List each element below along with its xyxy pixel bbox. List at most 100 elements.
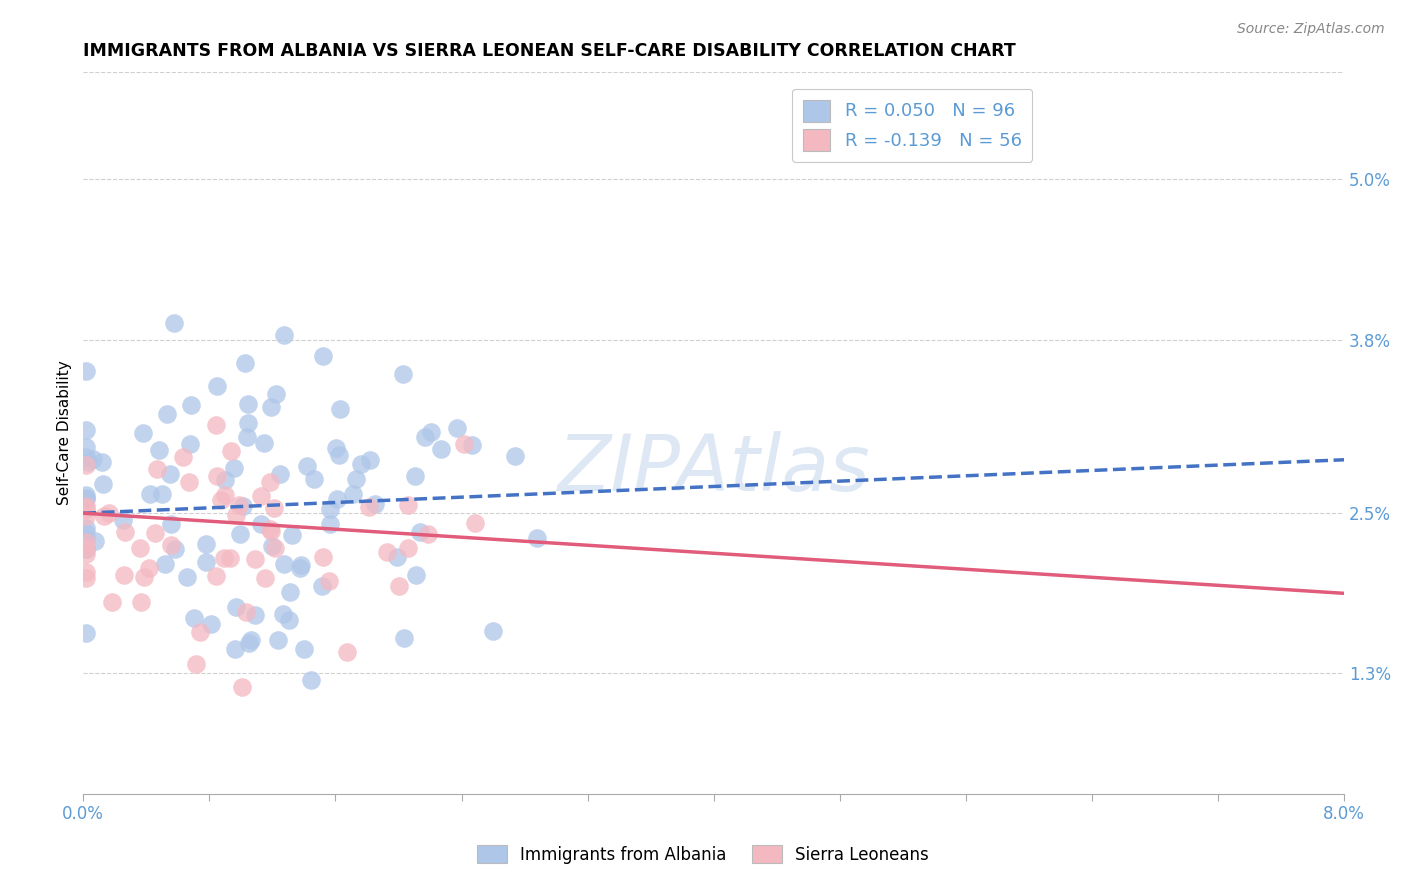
Point bbox=[318, 574, 340, 588]
Point bbox=[239, 632, 262, 647]
Point bbox=[328, 448, 350, 462]
Point bbox=[75, 499, 97, 513]
Point bbox=[177, 475, 200, 490]
Text: IMMIGRANTS FROM ALBANIA VS SIERRA LEONEAN SELF-CARE DISABILITY CORRELATION CHART: IMMIGRANTS FROM ALBANIA VS SIERRA LEONEA… bbox=[83, 42, 1017, 60]
Point bbox=[204, 417, 226, 432]
Point bbox=[146, 462, 169, 476]
Point bbox=[235, 356, 257, 370]
Point bbox=[405, 568, 427, 582]
Point bbox=[75, 440, 97, 454]
Point bbox=[453, 437, 475, 451]
Point bbox=[329, 401, 352, 416]
Point bbox=[129, 541, 152, 556]
Point bbox=[228, 499, 250, 513]
Point bbox=[254, 570, 277, 584]
Point bbox=[392, 368, 415, 382]
Point bbox=[260, 524, 283, 538]
Point bbox=[172, 450, 194, 465]
Point bbox=[396, 541, 419, 555]
Point bbox=[253, 435, 276, 450]
Point bbox=[273, 607, 295, 621]
Point bbox=[180, 398, 202, 412]
Point bbox=[232, 499, 254, 513]
Point bbox=[342, 487, 364, 501]
Point bbox=[112, 568, 135, 582]
Point bbox=[264, 387, 287, 401]
Point bbox=[290, 558, 312, 572]
Point bbox=[302, 472, 325, 486]
Point bbox=[159, 467, 181, 482]
Point bbox=[388, 579, 411, 593]
Point bbox=[138, 561, 160, 575]
Point bbox=[281, 528, 304, 542]
Point bbox=[90, 455, 112, 469]
Point bbox=[209, 492, 232, 507]
Point bbox=[269, 467, 291, 481]
Point bbox=[183, 611, 205, 625]
Point bbox=[260, 400, 283, 414]
Point bbox=[387, 549, 409, 564]
Point bbox=[263, 500, 285, 515]
Point bbox=[75, 526, 97, 541]
Point bbox=[75, 625, 97, 640]
Point bbox=[238, 636, 260, 650]
Point bbox=[165, 541, 187, 556]
Point bbox=[139, 487, 162, 501]
Point bbox=[225, 600, 247, 615]
Point bbox=[299, 673, 322, 687]
Point bbox=[392, 632, 415, 646]
Point bbox=[419, 425, 441, 439]
Point bbox=[319, 502, 342, 516]
Point bbox=[359, 500, 381, 515]
Point bbox=[100, 595, 122, 609]
Point bbox=[409, 524, 432, 539]
Point bbox=[200, 616, 222, 631]
Point bbox=[250, 516, 273, 531]
Point bbox=[231, 680, 253, 694]
Point bbox=[526, 531, 548, 545]
Point bbox=[75, 566, 97, 580]
Legend: R = 0.050   N = 96, R = -0.139   N = 56: R = 0.050 N = 96, R = -0.139 N = 56 bbox=[792, 88, 1032, 161]
Point bbox=[214, 487, 236, 501]
Point bbox=[222, 460, 245, 475]
Point bbox=[75, 571, 97, 585]
Point bbox=[259, 522, 281, 536]
Point bbox=[75, 458, 97, 472]
Point bbox=[464, 516, 486, 531]
Point bbox=[150, 487, 173, 501]
Text: Source: ZipAtlas.com: Source: ZipAtlas.com bbox=[1237, 22, 1385, 37]
Point bbox=[194, 536, 217, 550]
Point bbox=[132, 426, 155, 441]
Point bbox=[205, 469, 228, 483]
Point bbox=[430, 442, 453, 457]
Point bbox=[179, 436, 201, 450]
Point bbox=[111, 513, 134, 527]
Point bbox=[93, 509, 115, 524]
Point bbox=[245, 608, 267, 623]
Point bbox=[75, 541, 97, 556]
Point bbox=[292, 642, 315, 657]
Point bbox=[184, 657, 207, 672]
Point bbox=[75, 534, 97, 549]
Point bbox=[75, 548, 97, 562]
Point bbox=[375, 545, 398, 559]
Point bbox=[278, 614, 301, 628]
Point bbox=[259, 475, 281, 489]
Legend: Immigrants from Albania, Sierra Leoneans: Immigrants from Albania, Sierra Leoneans bbox=[471, 838, 935, 871]
Point bbox=[159, 517, 181, 532]
Point bbox=[75, 508, 97, 523]
Point bbox=[312, 550, 335, 565]
Point bbox=[77, 455, 100, 469]
Point bbox=[359, 453, 381, 467]
Point bbox=[221, 443, 243, 458]
Point bbox=[176, 569, 198, 583]
Point bbox=[75, 488, 97, 502]
Point bbox=[267, 633, 290, 648]
Point bbox=[75, 520, 97, 534]
Point bbox=[344, 472, 367, 486]
Point bbox=[114, 524, 136, 539]
Point bbox=[278, 585, 301, 599]
Point bbox=[350, 457, 373, 471]
Point bbox=[214, 474, 236, 488]
Text: ZIPAtlas: ZIPAtlas bbox=[557, 431, 870, 508]
